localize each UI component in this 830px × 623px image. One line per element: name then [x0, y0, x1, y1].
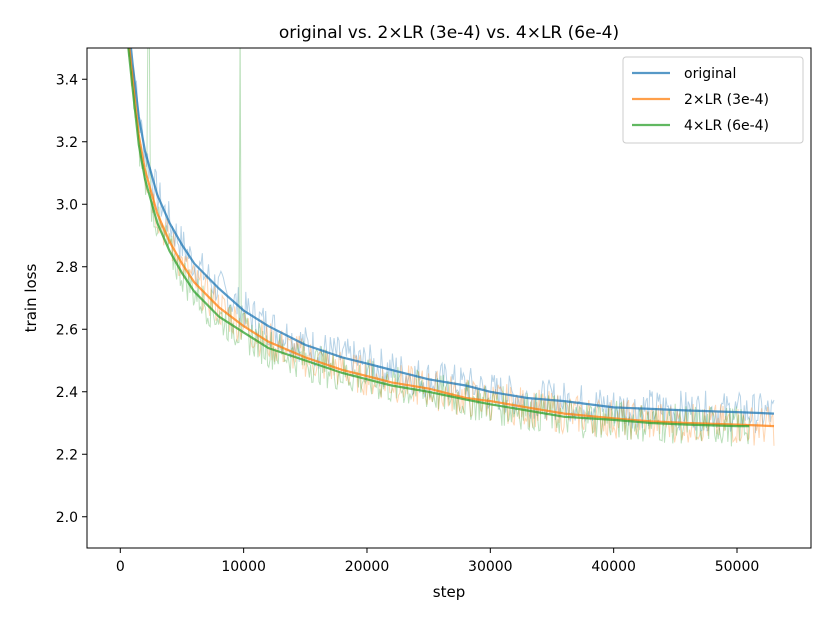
y-tick-label: 2.2 — [56, 447, 78, 463]
series-line-original — [129, 48, 775, 415]
y-tick-label: 3.4 — [56, 72, 78, 88]
x-tick-label: 0 — [116, 559, 125, 575]
x-tick-label: 30000 — [468, 559, 513, 575]
series-line-4-lr-6e-4 — [127, 48, 750, 428]
y-tick-label: 2.0 — [56, 510, 78, 526]
legend-box — [622, 56, 804, 144]
x-axis-ticks: 0 10000 20000 30000 40000 50000 — [116, 548, 759, 575]
legend-label: 4×LR (6e-4) — [684, 118, 769, 134]
plot-frame — [86, 47, 812, 549]
series-line-2-lr-3e-4 — [128, 48, 775, 428]
series-lines — [127, 48, 775, 428]
raw-series-4-lr-6e-4 — [127, 48, 750, 447]
x-tick-label: 20000 — [345, 559, 390, 575]
y-tick-label: 3.0 — [56, 197, 78, 213]
y-tick-label: 2.8 — [56, 260, 78, 276]
x-tick-label: 10000 — [221, 559, 266, 575]
raw-series-original — [129, 48, 775, 434]
y-axis-label: train loss — [22, 263, 40, 332]
y-tick-label: 2.4 — [56, 385, 78, 401]
chart-title: original vs. 2×LR (3e-4) vs. 4×LR (6e-4) — [279, 23, 619, 43]
y-axis-ticks: 2.0 2.2 2.4 2.6 2.8 3.0 3.2 3.4 — [56, 72, 87, 526]
legend-label: original — [684, 66, 736, 82]
legend-label: 2×LR (3e-4) — [684, 92, 769, 108]
y-tick-label: 2.6 — [56, 322, 78, 338]
x-tick-label: 50000 — [715, 559, 760, 575]
x-tick-label: 40000 — [591, 559, 636, 575]
x-axis-label: step — [433, 583, 465, 601]
legend: original 2×LR (3e-4) 4×LR (6e-4) — [622, 56, 804, 144]
y-tick-label: 3.2 — [56, 135, 78, 151]
